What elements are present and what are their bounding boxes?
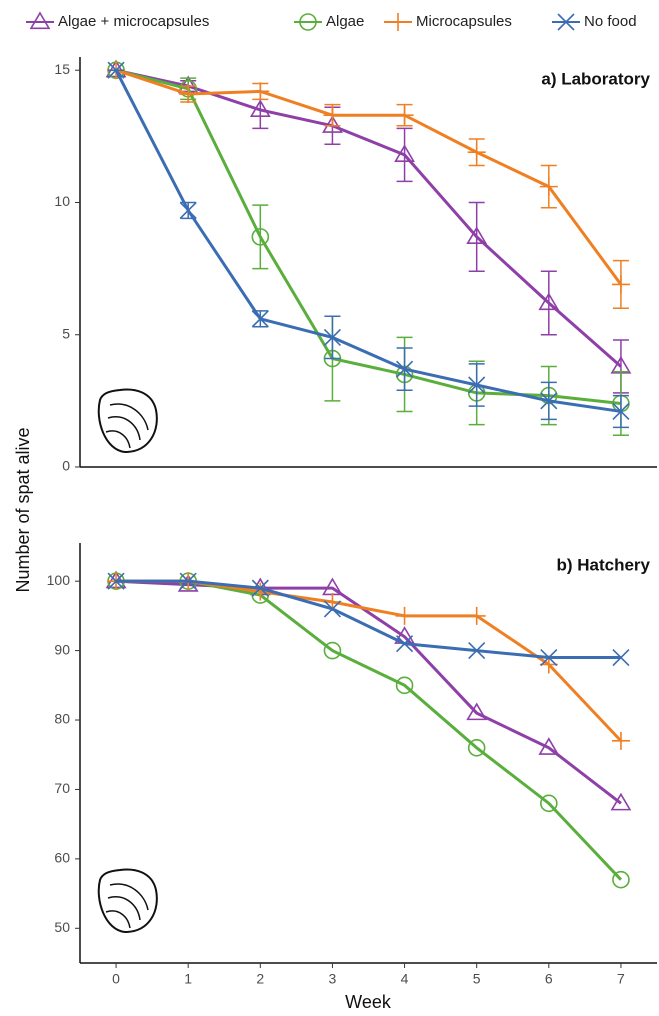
panel-title: a) Laboratory	[541, 69, 650, 88]
legend-label: Microcapsules	[416, 13, 512, 30]
x-tick-label: 0	[112, 971, 120, 987]
y-tick-label: 10	[54, 193, 70, 209]
oyster-icon	[97, 388, 158, 934]
y-tick-label: 5	[62, 325, 70, 341]
marker	[466, 226, 488, 244]
legend-marker	[29, 11, 51, 30]
series-line	[115, 68, 623, 286]
marker	[611, 275, 630, 294]
marker	[251, 310, 269, 328]
legend-marker	[557, 13, 575, 31]
x-tick-label: 3	[329, 971, 337, 987]
series-line	[115, 579, 622, 805]
y-tick-label: 70	[54, 780, 70, 796]
marker	[395, 360, 414, 378]
marker	[466, 702, 488, 721]
legend-label: No food	[584, 13, 637, 30]
marker	[179, 85, 198, 104]
marker	[395, 676, 414, 695]
marker	[612, 402, 630, 421]
marker	[179, 572, 197, 590]
marker	[251, 82, 270, 101]
series-line	[116, 579, 621, 660]
marker	[612, 870, 630, 889]
marker	[395, 635, 414, 653]
y-tick-label: 100	[47, 572, 71, 588]
x-axis-label: Week	[345, 992, 392, 1012]
marker	[394, 144, 415, 162]
series-line	[114, 69, 622, 413]
marker	[539, 177, 558, 196]
marker	[468, 376, 486, 394]
y-tick-label: 50	[54, 919, 70, 935]
marker	[395, 606, 414, 625]
marker	[468, 642, 486, 660]
marker	[610, 792, 632, 811]
x-tick-label: 1	[184, 971, 192, 987]
marker	[323, 600, 342, 618]
y-tick-label: 15	[54, 61, 70, 77]
marker	[540, 392, 558, 410]
x-tick-label: 5	[473, 971, 481, 987]
x-tick-label: 2	[256, 971, 264, 987]
marker	[323, 328, 342, 346]
marker	[251, 228, 270, 246]
y-tick-label: 90	[54, 641, 70, 657]
y-tick-label: 80	[54, 711, 70, 727]
legend-marker	[299, 13, 317, 31]
marker	[540, 794, 558, 813]
x-tick-label: 7	[617, 971, 625, 987]
marker	[251, 582, 270, 601]
marker	[395, 106, 414, 125]
marker	[107, 572, 125, 590]
legend-label: Algae	[326, 13, 364, 30]
x-tick-label: 4	[401, 971, 409, 987]
marker	[538, 737, 560, 755]
marker	[249, 99, 271, 118]
marker	[251, 579, 269, 597]
panel-title: b) Hatchery	[556, 555, 650, 574]
series-line	[115, 68, 622, 368]
marker	[323, 106, 342, 125]
x-tick-label: 6	[545, 971, 553, 987]
marker	[538, 292, 560, 311]
y-axis-label: Number of spat alive	[13, 427, 33, 592]
marker	[611, 731, 630, 750]
marker	[179, 201, 197, 219]
marker	[322, 115, 343, 133]
y-tick-label: 60	[54, 850, 70, 866]
marker	[467, 738, 486, 757]
marker	[323, 641, 342, 660]
marker	[467, 143, 486, 162]
marker	[612, 648, 630, 667]
marker	[107, 61, 125, 79]
series-line	[115, 68, 622, 406]
legend-label: Algae + microcapsules	[58, 13, 209, 30]
marker	[467, 606, 486, 625]
legend-marker	[389, 13, 407, 31]
y-tick-label: 0	[62, 458, 70, 474]
marker	[540, 648, 558, 667]
